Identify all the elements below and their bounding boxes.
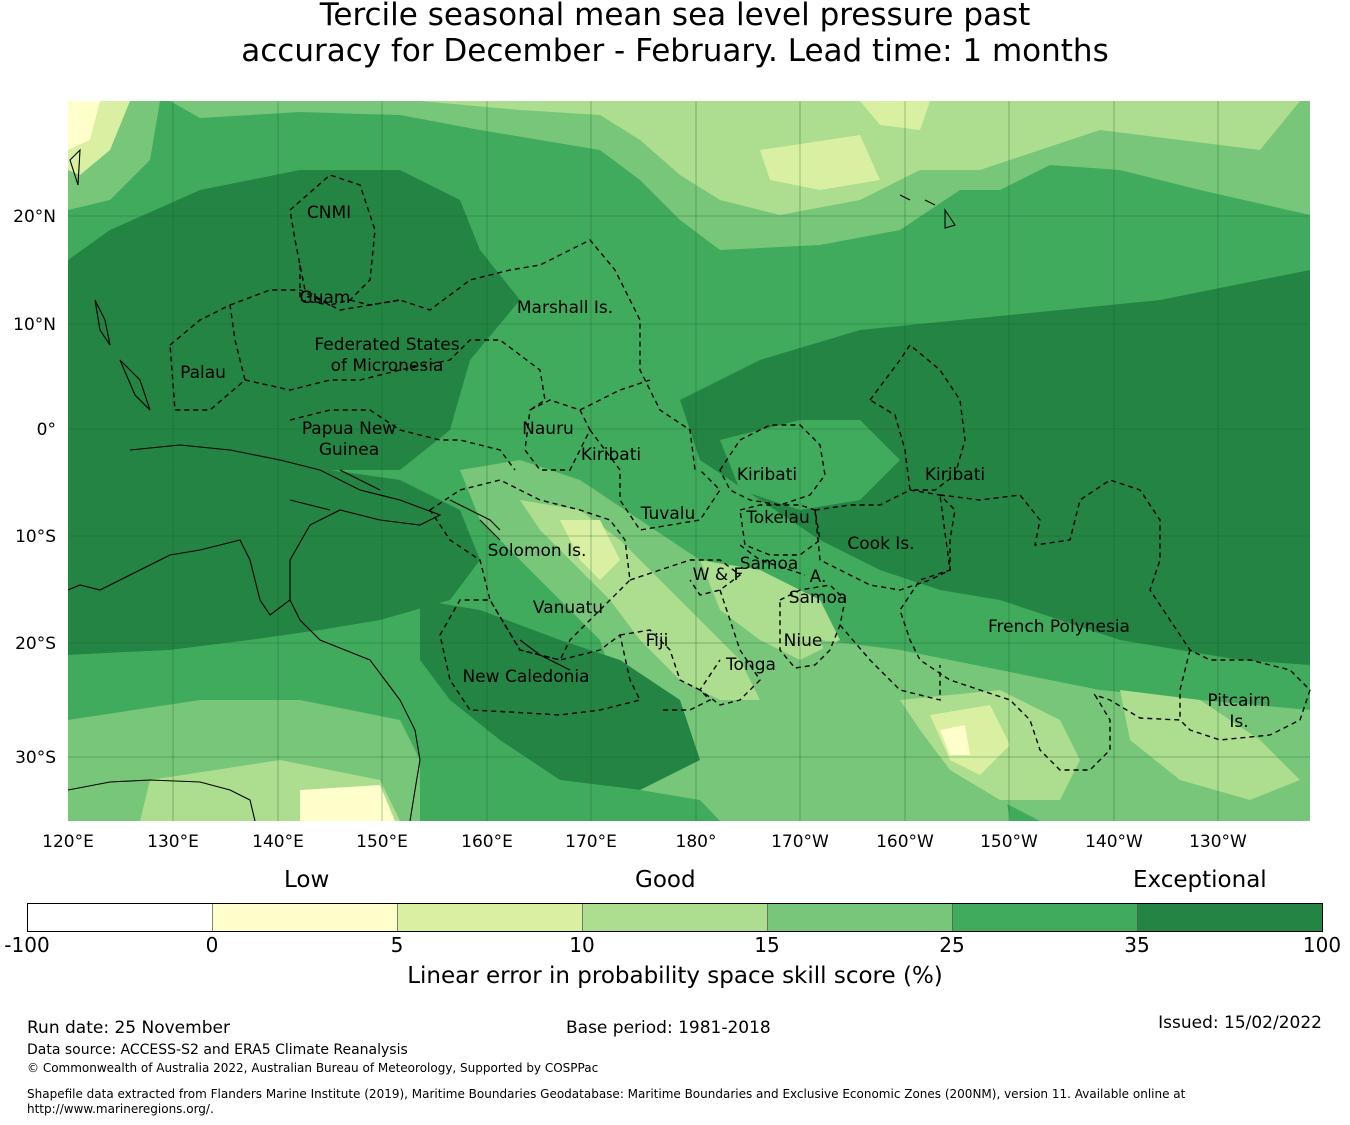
lat-tick: 10°N bbox=[13, 315, 56, 335]
label-cook-is: Cook Is. bbox=[847, 534, 914, 554]
colorbar-swatch bbox=[582, 903, 768, 932]
label-wallis-futuna: W & F bbox=[693, 565, 744, 585]
colorbar-swatches bbox=[27, 903, 1323, 932]
label-marshall-is: Marshall Is. bbox=[517, 298, 613, 318]
colorbar-swatch bbox=[1137, 903, 1323, 932]
label-cnmi: CNMI bbox=[307, 203, 351, 223]
label-french-polynesia: French Polynesia bbox=[988, 617, 1130, 637]
label-png-line2: Guinea bbox=[319, 440, 379, 460]
region-labels: CNMI Guam Marshall Is. Federated States … bbox=[180, 203, 1271, 732]
lat-tick: 20°S bbox=[15, 634, 56, 654]
label-tonga: Tonga bbox=[725, 655, 776, 675]
lon-tick: 140°W bbox=[1085, 832, 1143, 852]
colorbar-swatch bbox=[952, 903, 1138, 932]
title-line-2: accuracy for December - February. Lead t… bbox=[241, 33, 1109, 69]
colorbar-tick: 10 bbox=[569, 933, 595, 957]
colorbar-swatch bbox=[212, 903, 398, 932]
lat-tick: 0° bbox=[37, 420, 56, 440]
data-source: Data source: ACCESS-S2 and ERA5 Climate … bbox=[27, 1042, 408, 1058]
label-vanuatu: Vanuatu bbox=[533, 598, 603, 618]
title-line-1: Tercile seasonal mean sea level pressure… bbox=[319, 0, 1031, 33]
legend-caption-low: Low bbox=[284, 867, 330, 893]
label-kiribati-central: Kiribati bbox=[737, 465, 797, 485]
label-tokelau: Tokelau bbox=[745, 508, 810, 528]
lon-tick: 120°E bbox=[42, 832, 94, 852]
lat-tick: 10°S bbox=[15, 527, 56, 547]
graticule bbox=[68, 101, 1310, 821]
lon-tick: 150°W bbox=[980, 832, 1038, 852]
lat-tick: 20°N bbox=[13, 207, 56, 227]
lon-tick: 130°W bbox=[1189, 832, 1247, 852]
label-png-line1: Papua New bbox=[302, 419, 396, 439]
map-title: Tercile seasonal mean sea level pressure… bbox=[0, 0, 1350, 69]
label-fiji: Fiji bbox=[646, 631, 669, 651]
lon-tick: 170°W bbox=[771, 832, 829, 852]
legend-caption-exceptional: Exceptional bbox=[1133, 867, 1267, 893]
colorbar-tick: 0 bbox=[205, 933, 219, 957]
label-new-caledonia: New Caledonia bbox=[462, 667, 589, 687]
colorbar-tick: -100 bbox=[4, 933, 50, 957]
label-fsm-line1: Federated States bbox=[314, 335, 459, 355]
coastlines bbox=[68, 148, 956, 821]
label-niue: Niue bbox=[784, 631, 823, 651]
latitude-axis: 20°N 10°N 0° 10°S 20°S 30°S bbox=[13, 207, 56, 768]
longitude-axis: 120°E 130°E 140°E 150°E 160°E 170°E 180°… bbox=[42, 832, 1247, 852]
shapefile-url: http://www.marineregions.org/. bbox=[27, 1102, 214, 1116]
lat-tick: 30°S bbox=[15, 748, 56, 768]
colorbar-label: Linear error in probability space skill … bbox=[407, 963, 943, 989]
lon-tick: 130°E bbox=[147, 832, 199, 852]
colorbar bbox=[27, 903, 1323, 932]
copyright: © Commonwealth of Australia 2022, Austra… bbox=[27, 1061, 599, 1075]
colorbar-tick: 25 bbox=[939, 933, 965, 957]
run-date: Run date: 25 November bbox=[27, 1018, 230, 1038]
colorbar-tick: 100 bbox=[1302, 933, 1342, 957]
label-samoa: Samoa bbox=[740, 554, 799, 574]
colorbar-swatch bbox=[27, 903, 213, 932]
lon-tick: 160°E bbox=[461, 832, 513, 852]
label-pitcairn-line1: Pitcairn bbox=[1207, 691, 1270, 711]
colorbar-swatch bbox=[397, 903, 583, 932]
label-american-samoa-line2: Samoa bbox=[789, 588, 848, 608]
lon-tick: 170°E bbox=[565, 832, 617, 852]
colorbar-tick: 35 bbox=[1124, 933, 1150, 957]
lon-tick: 160°W bbox=[876, 832, 934, 852]
skill-field bbox=[68, 101, 1310, 821]
lon-tick: 180° bbox=[676, 832, 717, 852]
shapefile-credit: Shapefile data extracted from Flanders M… bbox=[27, 1087, 1186, 1101]
label-american-samoa-line1: A. bbox=[810, 567, 827, 587]
lon-tick: 140°E bbox=[252, 832, 304, 852]
eez-boundaries bbox=[169, 174, 1311, 771]
label-solomon-is: Solomon Is. bbox=[488, 541, 587, 561]
label-kiribati-east: Kiribati bbox=[925, 465, 985, 485]
label-kiribati-west: Kiribati bbox=[581, 445, 641, 465]
label-guam: Guam bbox=[300, 288, 351, 308]
legend-caption-good: Good bbox=[635, 867, 696, 893]
skill-map: CNMI Guam Marshall Is. Federated States … bbox=[13, 101, 1311, 852]
colorbar-swatch bbox=[767, 903, 953, 932]
label-pitcairn-line2: Is. bbox=[1229, 712, 1248, 732]
label-tuvalu: Tuvalu bbox=[640, 504, 696, 524]
colorbar-frame bbox=[27, 903, 1323, 932]
issued-date: Issued: 15/02/2022 bbox=[1158, 1013, 1322, 1033]
label-palau: Palau bbox=[180, 363, 226, 383]
lon-tick: 150°E bbox=[356, 832, 408, 852]
label-nauru: Nauru bbox=[522, 419, 574, 439]
label-fsm-line2: of Micronesia bbox=[331, 356, 444, 376]
colorbar-tick: 15 bbox=[754, 933, 780, 957]
base-period: Base period: 1981-2018 bbox=[566, 1018, 771, 1038]
colorbar-tick: 5 bbox=[390, 933, 404, 957]
